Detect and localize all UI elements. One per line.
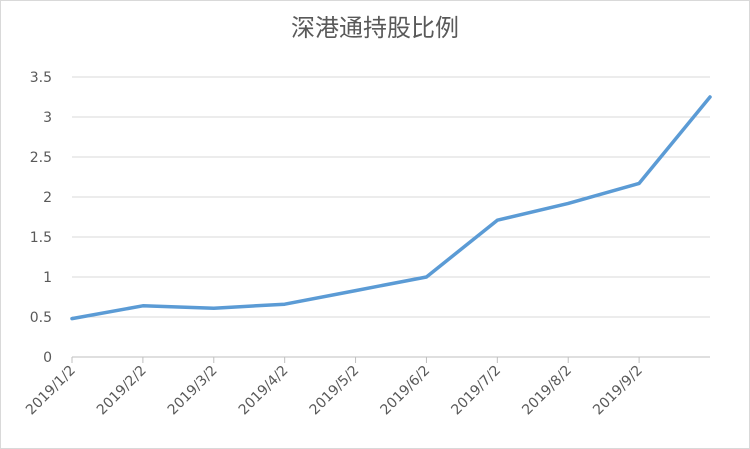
y-tick-label: 0.5 — [30, 310, 52, 326]
y-tick-label: 3 — [43, 110, 52, 126]
chart-title: 深港通持股比例 — [291, 14, 459, 42]
y-tick-label: 2.5 — [30, 150, 52, 166]
y-tick-label: 3.5 — [30, 70, 52, 86]
y-tick-label: 0 — [43, 350, 52, 366]
y-tick-label: 2 — [43, 190, 52, 206]
y-tick-label: 1 — [43, 270, 52, 286]
y-tick-label: 1.5 — [30, 230, 52, 246]
data-line — [70, 95, 712, 321]
